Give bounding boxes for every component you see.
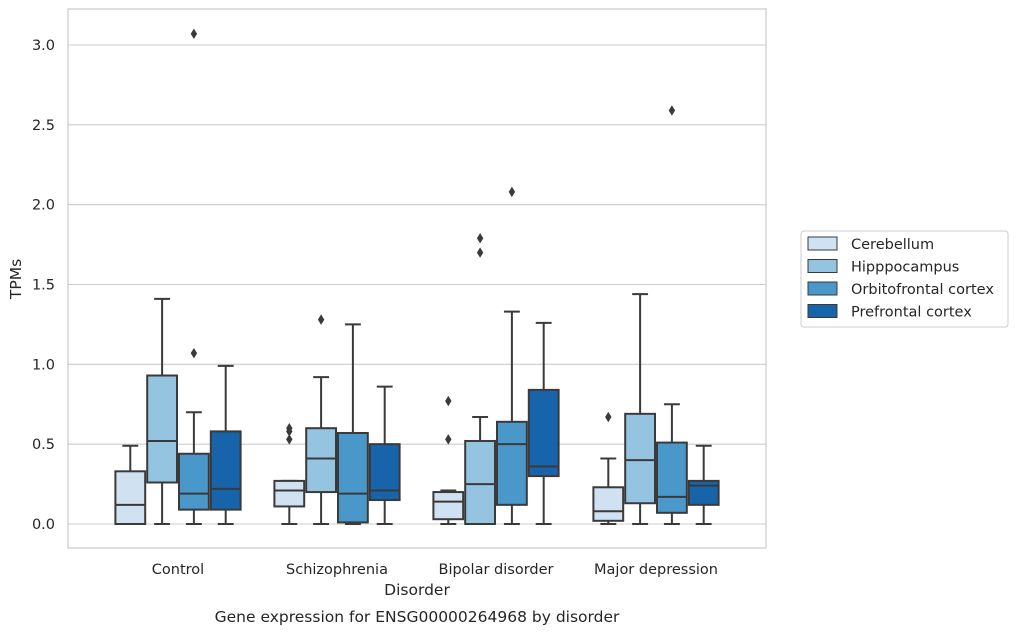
box-iqr (624, 412, 657, 505)
box-orbitofrontal-cortex (337, 323, 369, 525)
x-tick-label: Schizophrenia (286, 562, 388, 578)
x-tick-label: Bipolar disorder (439, 562, 554, 578)
y-tick-label: 2.0 (32, 198, 55, 214)
box-orbitofrontal-cortex (178, 28, 210, 525)
box-prefrontal-cortex (527, 321, 560, 525)
legend-label: Hipppocampus (851, 260, 959, 276)
plot-area-frame (67, 8, 767, 549)
outlier-point (476, 247, 484, 258)
box-orbitofrontal-cortex (496, 186, 528, 525)
chart-caption: Gene expression for ENSG00000264968 by d… (215, 608, 620, 626)
outlier-point (445, 395, 452, 407)
box-orbitofrontal-cortex (656, 105, 688, 525)
outlier-point (668, 105, 676, 116)
outlier-point (476, 232, 484, 244)
box-hipppocampus (305, 314, 338, 525)
box-hipppocampus (146, 297, 178, 525)
legend-swatch (807, 259, 838, 273)
box-iqr (209, 430, 242, 511)
box-iqr (496, 420, 528, 506)
y-tick-label: 0.0 (32, 517, 55, 533)
y-tick-label: 1.5 (32, 278, 55, 294)
legend-label: Prefrontal cortex (851, 305, 972, 321)
box-cerebellum (273, 423, 306, 525)
legend-swatch (807, 281, 838, 296)
box-prefrontal-cortex (687, 444, 720, 525)
box-cerebellum (114, 444, 147, 525)
box-prefrontal-cortex (209, 364, 242, 525)
outlier-point (286, 423, 293, 434)
box-iqr (273, 479, 306, 508)
box-iqr (656, 441, 688, 514)
legend-label: Cerebellum (851, 237, 934, 253)
legend-swatch (807, 236, 838, 251)
box-cerebellum (592, 411, 625, 525)
x-tick-label: Major depression (594, 562, 718, 578)
box-iqr (114, 470, 147, 525)
box-iqr (305, 427, 338, 494)
box-iqr (592, 486, 625, 522)
legend-label: Orbitofrontal cortex (851, 282, 994, 298)
box-iqr (687, 479, 720, 506)
outlier-point (605, 411, 612, 423)
outlier-point (190, 347, 198, 359)
box-iqr (146, 374, 178, 484)
legend-frame (800, 230, 1009, 328)
outlier-point (445, 434, 452, 445)
y-tick-label: 0.5 (32, 437, 55, 453)
y-tick-label: 2.5 (32, 118, 55, 134)
box-hipppocampus (464, 232, 497, 525)
box-iqr (464, 439, 497, 525)
box-iqr (527, 388, 560, 478)
legend: Cerebellum Hipppocampus Orbitofrontal cort… (800, 230, 1009, 328)
box-iqr (368, 443, 401, 502)
y-tick-label: 3.0 (32, 38, 55, 54)
y-axis-ticks: 0.0 0.5 1.0 1.5 2.0 2.5 3.0 (32, 38, 55, 533)
box-iqr (432, 491, 465, 521)
x-axis-ticks: Control Schizophrenia Bipolar disorder Majo… (152, 562, 718, 578)
outlier-point (190, 28, 198, 40)
y-tick-label: 1.0 (32, 357, 55, 373)
box-hipppocampus (624, 293, 657, 525)
x-axis-label: Disorder (384, 581, 450, 599)
y-axis-label: TPMs (7, 259, 25, 300)
box-prefrontal-cortex (368, 385, 401, 525)
outlier-point (286, 434, 293, 445)
box-iqr (178, 452, 210, 511)
x-tick-label: Control (152, 562, 204, 578)
outlier-point (317, 314, 325, 325)
box-iqr (337, 431, 369, 524)
box-plots (114, 28, 720, 525)
gridlines (68, 44, 766, 525)
box-cerebellum (432, 395, 465, 525)
outlier-point (508, 186, 516, 198)
legend-swatch (807, 304, 838, 318)
